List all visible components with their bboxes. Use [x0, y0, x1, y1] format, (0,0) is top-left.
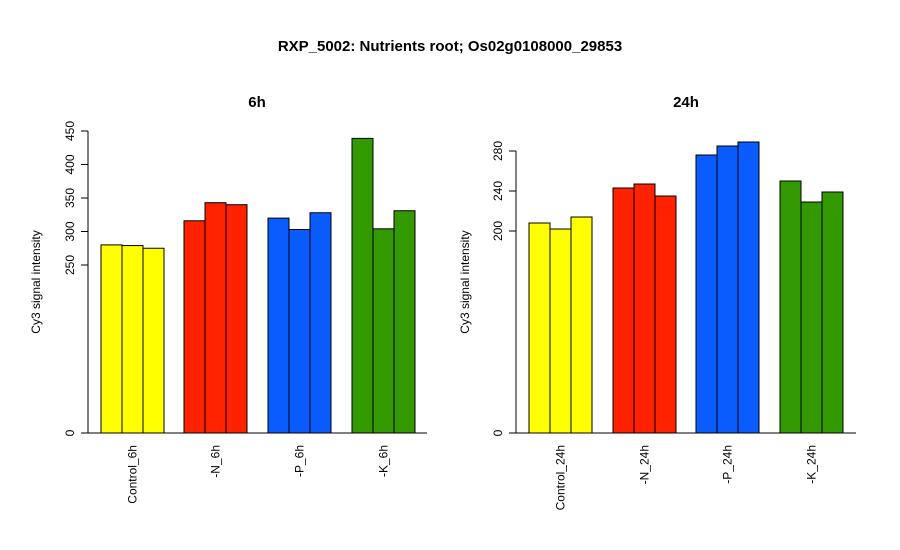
bar: [351, 137, 374, 434]
bar: [183, 220, 206, 434]
y-tick-label: 450: [63, 121, 77, 141]
bar: [779, 180, 802, 434]
y-tick-label: 0: [63, 429, 77, 436]
panel-title: 24h: [673, 94, 699, 111]
bar: [633, 183, 656, 434]
x-tick-label: -P_6h: [293, 445, 307, 477]
x-tick-label: -K_24h: [805, 445, 819, 484]
bar: [309, 212, 332, 434]
y-tick-label: 280: [491, 141, 505, 161]
y-tick-label: 240: [491, 181, 505, 201]
bar: [204, 202, 227, 434]
bar: [800, 201, 823, 434]
bar: [528, 222, 551, 434]
y-tick-label: 300: [63, 221, 77, 241]
bar: [142, 247, 165, 434]
x-tick-label: -K_6h: [377, 445, 391, 477]
y-axis-label: Cy3 signal intensity: [29, 230, 43, 333]
x-tick-label: Control_6h: [126, 445, 140, 504]
bar: [716, 145, 739, 434]
bar: [612, 187, 635, 434]
bar: [372, 228, 395, 434]
bar: [121, 245, 144, 434]
bar: [393, 210, 416, 434]
bar: [654, 195, 677, 434]
y-tick-label: 400: [63, 154, 77, 174]
y-tick-label: 200: [491, 221, 505, 241]
bar: [225, 204, 248, 434]
y-tick-label: 350: [63, 188, 77, 208]
chart-main-title: RXP_5002: Nutrients root; Os02g0108000_2…: [277, 38, 623, 55]
bar: [570, 216, 593, 434]
bar: [821, 191, 844, 434]
x-tick-label: -N_24h: [638, 445, 652, 484]
x-tick-label: Control_24h: [554, 445, 568, 510]
bar: [288, 228, 311, 434]
bar: [695, 154, 718, 434]
bar: [267, 217, 290, 434]
y-tick-label: 250: [63, 255, 77, 275]
bar: [100, 244, 123, 434]
x-tick-label: -P_24h: [721, 445, 735, 484]
panel-title: 6h: [248, 94, 266, 111]
y-axis-label: Cy3 signal intensity: [458, 230, 472, 333]
bar: [549, 228, 572, 434]
y-tick-label: 0: [491, 429, 505, 436]
bar: [737, 141, 760, 434]
x-tick-label: -N_6h: [209, 445, 223, 478]
